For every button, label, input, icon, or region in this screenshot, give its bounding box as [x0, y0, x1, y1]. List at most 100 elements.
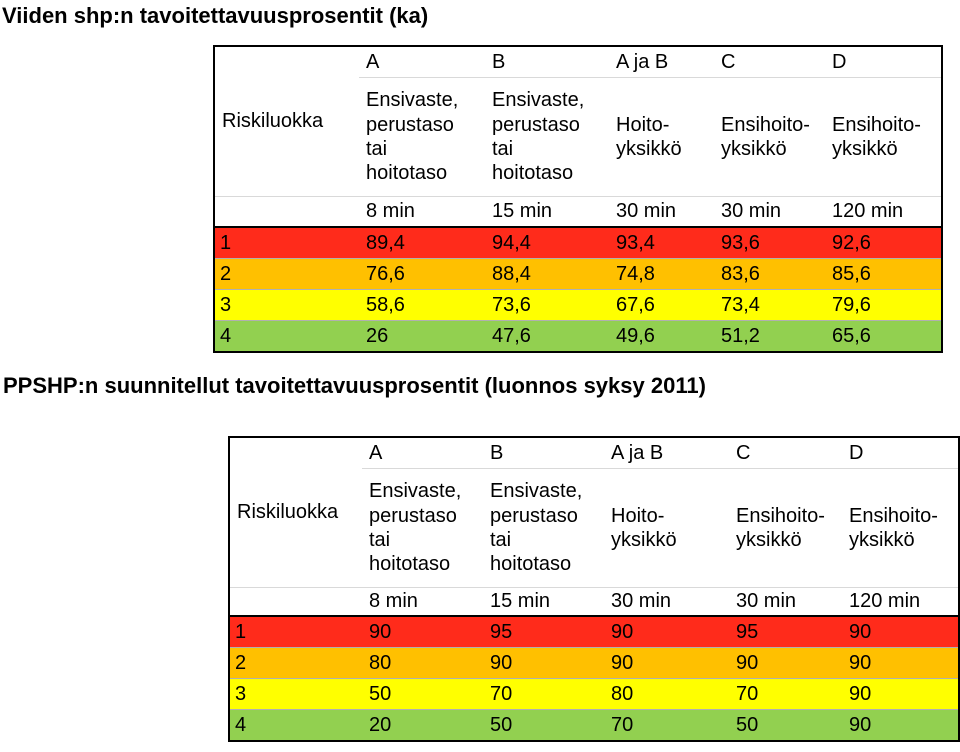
value-cell: 90	[362, 616, 483, 648]
column-letter: C	[714, 46, 825, 78]
value-cell: 51,2	[721, 324, 760, 347]
value-cell: 83,6	[714, 258, 825, 290]
unit-type-line: Ensivaste,	[490, 480, 583, 503]
time-target: 30 min	[729, 587, 842, 617]
unit-type-line: tai	[369, 529, 391, 551]
column-unit-type: Ensihoito-yksikkö	[729, 468, 842, 588]
value-cell: 26	[366, 324, 389, 347]
value-cell: 70	[611, 713, 634, 736]
time-target: 8 min	[362, 587, 483, 617]
unit-type-line: Ensihoito-	[736, 504, 825, 527]
value-cell: 92,6	[825, 227, 942, 259]
column-letter: A	[359, 46, 485, 78]
column-unit-type: Hoito-yksikkö	[609, 77, 714, 197]
value-cell: 94,4	[485, 227, 609, 259]
value-cell: 80	[362, 647, 483, 679]
risk-row-2: 2 76,6 88,4 74,8 83,6 85,6	[214, 258, 942, 290]
value-cell: 95	[729, 616, 842, 648]
header-row-time-targets: 8 min 15 min 30 min 30 min 120 min	[214, 196, 942, 228]
time-target: 30 min	[604, 587, 729, 617]
risk-row-1: 1 90 95 90 95 90	[229, 616, 959, 648]
risk-class-number: 3	[214, 289, 359, 321]
time-target: 30 min	[609, 196, 714, 228]
value-cell: 73,4	[714, 289, 825, 321]
value-cell: 93,4	[609, 227, 714, 259]
unit-type-line: hoitotaso	[369, 553, 451, 576]
unit-type-line: perustaso	[369, 504, 457, 527]
value-cell: 90	[604, 647, 729, 679]
column-unit-type: Ensivaste, perustaso tai hoitotaso	[483, 468, 604, 588]
time-target: 120 min	[842, 587, 959, 617]
column-unit-type: Ensivaste, perustaso tai hoitotaso	[359, 77, 485, 197]
risk-row-4: 4 26 47,6 49,6 51,2 65,6	[214, 320, 942, 352]
value-cell: 80	[604, 678, 729, 710]
value-cell: 95	[483, 616, 604, 648]
value-cell: 90	[842, 647, 959, 679]
reachability-table-ppshp-planned: Riskiluokka A B A ja B C D Ensivaste, per…	[228, 436, 960, 742]
value-cell: 47,6	[492, 324, 531, 347]
column-letter: A ja B	[604, 437, 729, 469]
unit-type-line: yksikkö	[721, 138, 787, 160]
unit-type-line: yksikkö	[832, 138, 898, 160]
value-cell: 90	[842, 616, 959, 648]
unit-type-line: Ensivaste,	[492, 89, 585, 112]
risk-row-3: 3 50 70 80 70 90	[229, 678, 959, 710]
risk-class-number: 4	[220, 324, 232, 347]
value-cell: 73,6	[485, 289, 609, 321]
column-letter: D	[825, 46, 942, 78]
value-cell: 70	[729, 678, 842, 710]
unit-type-line: yksikkö	[611, 529, 677, 551]
column-letter: C	[729, 437, 842, 469]
value-cell: 50	[736, 713, 759, 736]
value-cell: 93,6	[714, 227, 825, 259]
risk-class-number: 1	[229, 616, 362, 648]
unit-type-line: Ensihoito-	[849, 504, 938, 527]
risk-class-number: 2	[229, 647, 362, 679]
header-row-unit-letters: Riskiluokka A B A ja B C D	[214, 46, 942, 197]
unit-type-line: yksikkö	[849, 529, 915, 551]
unit-type-line: hoitotaso	[492, 162, 574, 185]
value-cell: 89,4	[359, 227, 485, 259]
value-cell: 49,6	[616, 324, 655, 347]
empty-cell	[229, 587, 362, 617]
value-cell: 88,4	[485, 258, 609, 290]
time-target: 15 min	[483, 587, 604, 617]
unit-type-line: Hoito-	[611, 504, 665, 527]
unit-type-line: Hoito-	[616, 113, 670, 136]
value-cell: 65,6	[832, 324, 871, 347]
value-cell: 20	[369, 713, 392, 736]
time-target: 8 min	[359, 196, 485, 228]
value-cell: 58,6	[359, 289, 485, 321]
value-cell: 74,8	[609, 258, 714, 290]
column-unit-type: Ensihoito-yksikkö	[842, 468, 959, 588]
empty-cell	[214, 196, 359, 228]
value-cell: 50	[490, 713, 513, 736]
column-letter: D	[842, 437, 959, 469]
column-letter: A ja B	[609, 46, 714, 78]
risk-class-number: 3	[229, 678, 362, 710]
risk-row-3: 3 58,6 73,6 67,6 73,4 79,6	[214, 289, 942, 321]
column-letter: A	[362, 437, 483, 469]
unit-type-line: perustaso	[492, 113, 580, 136]
unit-type-line: hoitotaso	[490, 553, 572, 576]
value-cell: 76,6	[359, 258, 485, 290]
unit-type-line: Ensihoito-	[721, 113, 810, 136]
section-title-five-districts: Viiden shp:n tavoitettavuusprosentit (ka…	[2, 3, 429, 28]
time-target: 120 min	[825, 196, 942, 228]
value-cell: 90	[842, 678, 959, 710]
unit-type-line: hoitotaso	[366, 162, 448, 185]
unit-type-line: yksikkö	[736, 529, 802, 551]
value-cell: 90	[604, 616, 729, 648]
column-unit-type: Ensivaste, perustaso tai hoitotaso	[485, 77, 609, 197]
header-row-time-targets: 8 min 15 min 30 min 30 min 120 min	[229, 587, 959, 617]
header-row-unit-letters: Riskiluokka A B A ja B C D	[229, 437, 959, 588]
column-unit-type: Ensihoito-yksikkö	[825, 77, 942, 197]
column-unit-type: Ensivaste, perustaso tai hoitotaso	[362, 468, 483, 588]
unit-type-line: Ensihoito-	[832, 113, 921, 136]
unit-type-line: Ensivaste,	[369, 480, 462, 503]
risk-class-number: 1	[214, 227, 359, 259]
column-unit-type: Ensihoito-yksikkö	[714, 77, 825, 197]
column-letter: B	[483, 437, 604, 469]
unit-type-line: tai	[366, 138, 388, 160]
time-target: 15 min	[485, 196, 609, 228]
